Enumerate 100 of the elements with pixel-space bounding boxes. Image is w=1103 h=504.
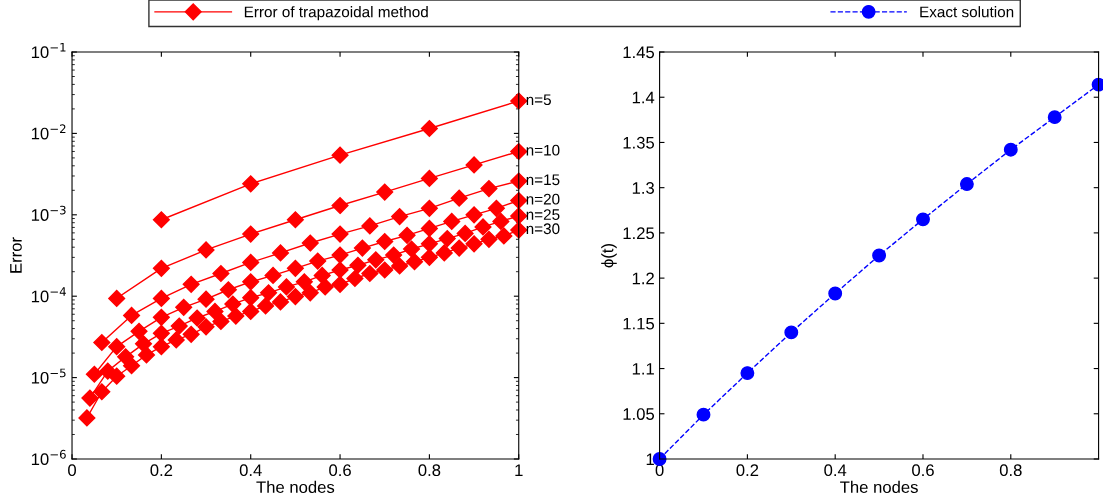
point xyxy=(959,177,974,192)
y-tick-label: 10$^{−6}$ xyxy=(31,449,66,466)
point xyxy=(78,409,96,427)
point xyxy=(108,367,126,385)
point xyxy=(212,264,230,283)
x-tick-label: 0 xyxy=(68,464,77,477)
point xyxy=(242,253,260,271)
x-tick-label: 0.4 xyxy=(824,464,847,477)
point xyxy=(495,227,513,245)
point xyxy=(271,293,290,311)
y-tick-label: 1.3 xyxy=(632,182,654,194)
y-axis-title: ϕ(t) xyxy=(601,244,617,268)
point xyxy=(391,208,409,226)
point xyxy=(167,331,185,349)
point xyxy=(170,317,188,335)
y-tick-label: 10$^{−4}$ xyxy=(31,287,66,303)
point xyxy=(465,206,483,224)
point xyxy=(197,290,215,308)
point xyxy=(108,338,126,356)
point xyxy=(367,251,385,269)
point xyxy=(510,92,528,110)
point xyxy=(182,275,200,293)
point xyxy=(402,240,421,258)
y-tick-label: 1.05 xyxy=(623,408,655,420)
y-tick-label: 1.25 xyxy=(623,227,655,240)
point xyxy=(313,266,331,284)
series-label: n=25 xyxy=(526,209,560,220)
point xyxy=(828,286,843,301)
point xyxy=(309,252,327,270)
point xyxy=(331,246,349,264)
point xyxy=(420,119,438,138)
point xyxy=(331,196,349,215)
y-tick-label: 1.45 xyxy=(623,46,655,59)
point xyxy=(277,278,296,296)
point xyxy=(301,234,319,252)
legend-label: Exact solution xyxy=(920,6,1014,18)
y-axis-title: Error xyxy=(10,237,22,273)
point xyxy=(391,257,409,275)
point xyxy=(740,366,755,381)
point xyxy=(227,307,245,325)
y-tick-label: 10$^{−5}$ xyxy=(31,368,66,384)
point xyxy=(872,248,887,263)
point xyxy=(420,219,438,237)
point xyxy=(405,253,424,271)
point xyxy=(376,232,394,251)
x-tick-label: 1 xyxy=(515,464,523,476)
point xyxy=(152,211,170,229)
point xyxy=(696,407,711,422)
point xyxy=(487,199,505,217)
point xyxy=(353,239,371,257)
series-label: n=30 xyxy=(526,223,560,235)
point xyxy=(242,273,260,291)
point xyxy=(784,325,799,340)
y-tick-label: 1 xyxy=(646,453,654,466)
point xyxy=(295,273,313,291)
point xyxy=(197,318,215,336)
y-tick-label: 10$^{−3}$ xyxy=(31,205,66,221)
point xyxy=(376,183,394,201)
point xyxy=(271,244,290,262)
point xyxy=(257,297,275,315)
point xyxy=(152,259,170,277)
point xyxy=(264,266,282,284)
point xyxy=(450,189,468,207)
point xyxy=(130,322,148,340)
y-tick-label: 10$^{−1}$ xyxy=(31,43,66,59)
point xyxy=(456,224,474,243)
point xyxy=(474,218,492,236)
point xyxy=(361,217,379,235)
x-tick-label: 0.8 xyxy=(418,464,441,477)
series-label: n=10 xyxy=(526,144,560,156)
point xyxy=(450,239,468,257)
point xyxy=(224,295,242,313)
point xyxy=(137,346,156,364)
point xyxy=(152,324,170,342)
point xyxy=(242,289,260,307)
point xyxy=(286,259,304,277)
point xyxy=(182,325,200,343)
point xyxy=(510,142,528,161)
point xyxy=(346,269,364,288)
point xyxy=(510,221,528,239)
point xyxy=(242,175,260,193)
point xyxy=(510,191,528,210)
point xyxy=(286,288,304,306)
point xyxy=(85,365,103,383)
point xyxy=(123,357,141,375)
point xyxy=(108,289,126,307)
y-tick-label: 1.35 xyxy=(623,136,655,149)
y-tick-label: 10$^{−2}$ xyxy=(31,124,66,140)
point xyxy=(420,235,438,253)
y-tick-label: 1.1 xyxy=(632,363,654,375)
point xyxy=(206,302,224,320)
point xyxy=(331,261,349,279)
legend-title: Error of trapazoidal method xyxy=(244,6,428,21)
series-label: n=20 xyxy=(526,193,560,205)
point xyxy=(1047,110,1062,125)
point xyxy=(134,335,153,353)
x-axis-title: The nodes xyxy=(256,480,335,494)
series-label: n=5 xyxy=(526,94,551,106)
point xyxy=(361,264,379,283)
point xyxy=(301,284,319,302)
